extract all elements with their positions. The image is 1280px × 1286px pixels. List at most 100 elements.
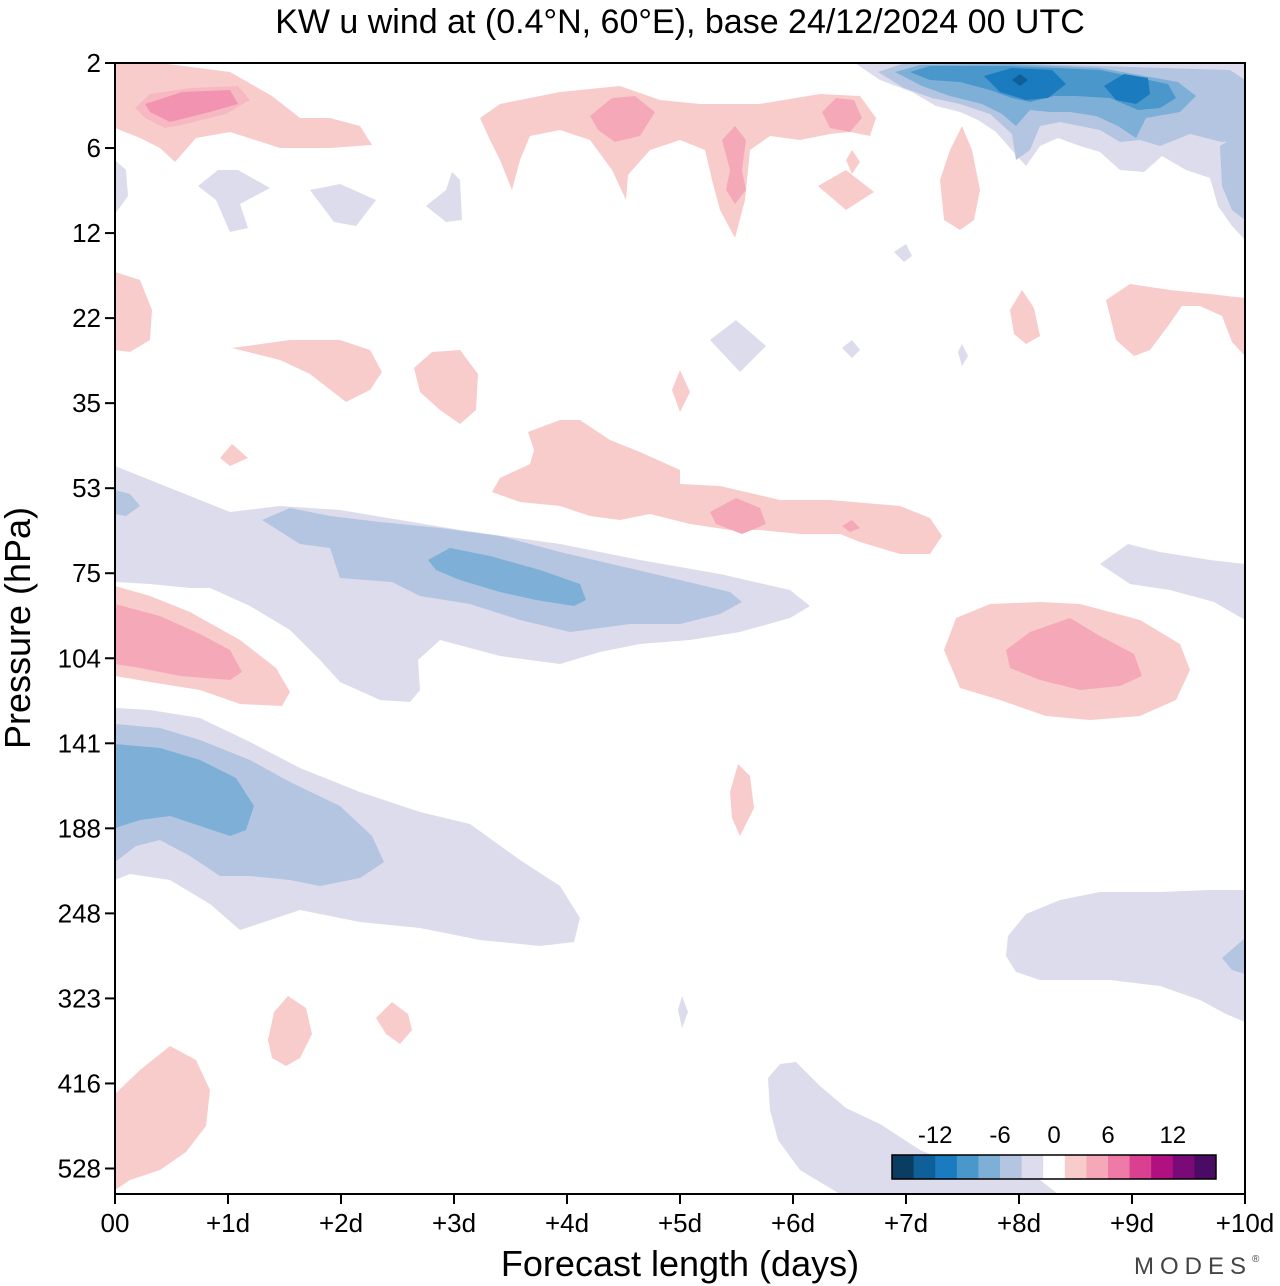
x-tick-label: +6d	[771, 1208, 815, 1238]
colorbar: -12 -6 0 6 12	[891, 1122, 1217, 1180]
y-tick-label: 53	[72, 473, 101, 503]
contour-region-pos-2-35hpa-a	[414, 350, 478, 424]
contour-region-pos-4-53hpa-dot	[842, 520, 860, 532]
colorbar-swatch	[1021, 1155, 1044, 1179]
contour-region-neg-14-top-right	[1012, 74, 1028, 86]
chart-title: KW u wind at (0.4°N, 60°E), base 24/12/2…	[275, 3, 1085, 41]
contour-region-neg-2-248hpa-right	[1006, 890, 1245, 1022]
colorbar-swatch	[1172, 1155, 1195, 1179]
contour-region-pos-2-22hpa-band	[232, 340, 382, 402]
colorbar-swatch	[1043, 1155, 1066, 1179]
x-tick-label: +2d	[319, 1208, 363, 1238]
colorbar-swatch	[935, 1155, 958, 1179]
contour-fills	[115, 63, 1245, 1194]
contour-region-neg-2-island-f	[842, 340, 860, 358]
contour-region-neg-12-top-right-b	[1104, 74, 1150, 104]
y-tick-label: 528	[58, 1153, 101, 1183]
colorbar-frame	[891, 1154, 1217, 1180]
contour-region-pos-2-53hpa-dot	[220, 444, 248, 466]
y-tick-label: 416	[58, 1068, 101, 1098]
y-tick-label: 188	[58, 813, 101, 843]
contour-region-neg-2-75hpa-right	[1100, 544, 1245, 620]
y-tick-label: 248	[58, 898, 101, 928]
x-tick-label: +7d	[884, 1208, 928, 1238]
contour-region-neg-2-top-right-edge	[1220, 130, 1245, 220]
y-tick-label: 22	[72, 303, 101, 333]
colorbar-swatch	[892, 1155, 915, 1179]
contour-region-pos-4-top-mid-a	[590, 96, 655, 142]
contour-region-pos-4-top-left	[135, 86, 250, 128]
contour-region-neg-8-188hpa-band	[115, 744, 254, 836]
contour-region-pos-4-top-mid-b	[822, 98, 862, 132]
contour-region-pos-2-22hpa-right-b	[1106, 284, 1245, 356]
y-tick-label: 75	[72, 558, 101, 588]
x-tick-label: +1d	[206, 1208, 250, 1238]
colorbar-label: 0	[1047, 1122, 1060, 1149]
contour-region-neg-6-53hpa-left	[115, 490, 140, 516]
contour-region-neg-2-island-g	[894, 244, 912, 262]
contour-region-pos-2-top-left	[115, 63, 372, 162]
y-axis: 2 6 12 22 35 53 75 104 141 188 248 323 416 528	[58, 48, 115, 1183]
contour-region-pos-4-top-mid-c	[722, 126, 746, 204]
contour-region-pos-2-53hpa-band	[492, 420, 942, 554]
registered-mark-icon: ®	[1252, 1254, 1260, 1265]
plot-area	[114, 62, 1246, 1195]
colorbar-swatch	[956, 1155, 979, 1179]
contour-region-neg-12-top-right-a	[984, 68, 1066, 100]
contour-region-neg-2-island-e	[710, 320, 766, 372]
colorbar-swatch	[1064, 1155, 1087, 1179]
contour-region-neg-2-island-b	[198, 170, 270, 232]
y-tick-label: 2	[87, 48, 101, 78]
x-tick-label: +3d	[432, 1208, 476, 1238]
y-tick-label: 104	[58, 643, 101, 673]
colorbar-label: -12	[918, 1122, 953, 1149]
contour-region-pos-2-22hpa-right-a	[1010, 290, 1040, 344]
contour-region-pos-2-22hpa-left	[115, 272, 152, 352]
contour-region-neg-2-island-c	[310, 184, 376, 226]
contour-region-pos-2-top-mid	[480, 86, 876, 238]
contour-region-pos-4-104hpa-left	[115, 604, 242, 680]
contour-region-pos-2-top-right	[940, 126, 980, 230]
y-tick-label: 141	[58, 728, 101, 758]
x-axis-title: Forecast length (days)	[501, 1243, 859, 1284]
contour-region-pos-2-35hpa-b	[672, 370, 690, 412]
colorbar-swatch	[978, 1155, 1001, 1179]
colorbar-swatch	[1000, 1155, 1023, 1179]
y-tick-label: 323	[58, 983, 101, 1013]
contour-region-neg-6-248hpa-right	[1222, 938, 1245, 974]
y-tick-label: 12	[72, 218, 101, 248]
colorbar-swatch	[1129, 1155, 1152, 1179]
contour-region-neg-2-323hpa-dot	[678, 996, 688, 1028]
x-tick-label: +5d	[658, 1208, 702, 1238]
contour-region-neg-8-75hpa	[428, 548, 586, 606]
contour-region-pos-2-top-mid-e	[846, 150, 860, 174]
contour-region-pos-2-323hpa-a	[268, 996, 312, 1066]
contour-region-neg-2-island-d	[426, 172, 462, 222]
colorbar-label: 12	[1159, 1122, 1186, 1149]
x-tick-label: 00	[101, 1208, 130, 1238]
y-tick-label: 6	[87, 133, 101, 163]
colorbar-swatch	[1194, 1155, 1217, 1179]
x-tick-label: +4d	[545, 1208, 589, 1238]
colorbar-label: -6	[989, 1122, 1010, 1149]
y-axis-title: Pressure (hPa)	[0, 507, 38, 749]
contour-region-neg-2-416hpa-mid	[768, 1062, 1058, 1194]
modes-logo: MODES	[1134, 1253, 1252, 1280]
contour-region-pos-4-104hpa-right	[1006, 618, 1142, 690]
contour-region-pos-2-188hpa-mid	[730, 764, 754, 836]
colorbar-swatch	[913, 1155, 936, 1179]
x-tick-label: +8d	[997, 1208, 1041, 1238]
x-tick-label: +10d	[1216, 1208, 1275, 1238]
contour-region-pos-2-416hpa-left	[115, 1046, 210, 1190]
x-axis: 00 +1d +2d +3d +4d +5d +6d +7d +8d +9d +10d	[101, 1194, 1275, 1238]
colorbar-swatch	[1086, 1155, 1109, 1179]
contour-region-pos-4-53hpa	[710, 498, 766, 534]
colorbar-swatch	[1108, 1155, 1131, 1179]
x-tick-label: +9d	[1110, 1208, 1154, 1238]
y-tick-label: 35	[72, 388, 101, 418]
contour-region-neg-2-island-a	[115, 160, 128, 214]
contour-region-pos-2-323hpa-b	[376, 1002, 412, 1044]
contour-region-neg-2-35hpa-dot	[958, 344, 968, 366]
colorbar-swatch	[1151, 1155, 1174, 1179]
